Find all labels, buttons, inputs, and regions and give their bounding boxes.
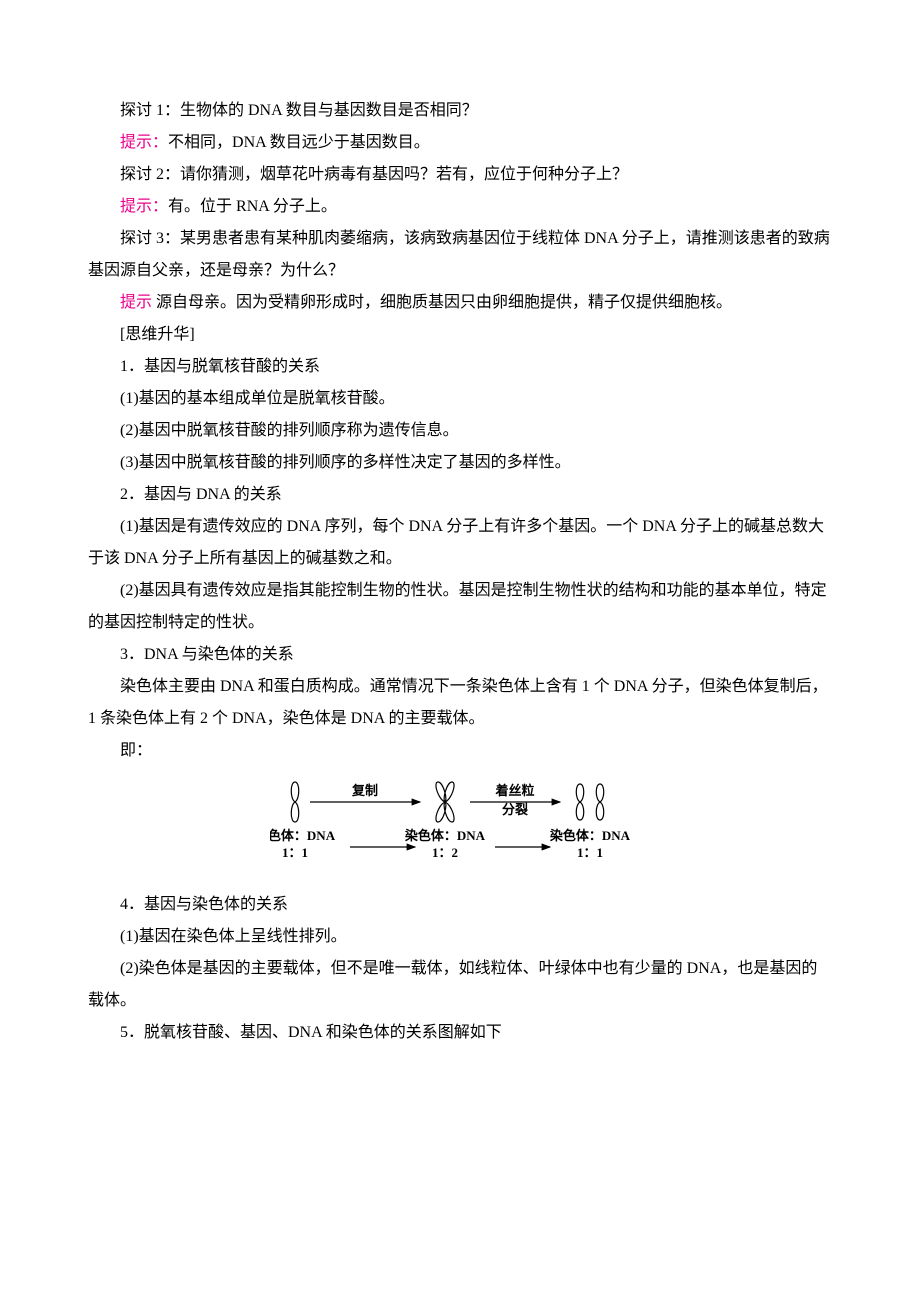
page-content: 探讨 1：生物体的 DNA 数目与基因数目是否相同？提示：不相同，DNA 数目远…: [0, 0, 920, 1109]
svg-text:着丝粒: 着丝粒: [494, 783, 534, 798]
paragraph: 提示 源自母亲。因为受精卵形成时，细胞质基因只由卵细胞提供，精子仅提供细胞核。: [88, 287, 832, 319]
paragraph: 提示：不相同，DNA 数目远少于基因数目。: [88, 127, 832, 159]
paragraph: (3)基因中脱氧核苷酸的排列顺序的多样性决定了基因的多样性。: [88, 447, 832, 479]
hint-label: 提示：: [120, 198, 168, 215]
paragraph: [思维升华]: [88, 319, 832, 351]
paragraph: (2)基因中脱氧核苷酸的排列顺序称为遗传信息。: [88, 415, 832, 447]
paragraph: (2)基因具有遗传效应是指其能控制生物的性状。基因是控制生物性状的结构和功能的基…: [88, 575, 832, 639]
svg-text:1：1: 1：1: [577, 845, 603, 860]
paragraph: (1)基因在染色体上呈线性排列。: [88, 921, 832, 953]
svg-text:分裂: 分裂: [502, 802, 529, 817]
svg-text:染色体：DNA: 染色体：DNA: [549, 828, 631, 843]
paragraph: (2)染色体是基因的主要载体，但不是唯一载体，如线粒体、叶绿体中也有少量的 DN…: [88, 953, 832, 1017]
svg-text:复制: 复制: [351, 783, 378, 798]
paragraph: 染色体主要由 DNA 和蛋白质构成。通常情况下一条染色体上含有 1 个 DNA …: [88, 671, 832, 735]
chromosome-dna-diagram: 复制 着丝粒分裂染色体：DNA 1：1 染色体：DNA 1：2 染色体：DNA 1：1: [88, 777, 832, 879]
paragraph: 3．DNA 与染色体的关系: [88, 639, 832, 671]
paragraph: 提示：有。位于 RNA 分子上。: [88, 191, 832, 223]
svg-text:1：1: 1：1: [282, 845, 308, 860]
paragraph: 探讨 2：请你猜测，烟草花叶病毒有基因吗？若有，应位于何种分子上？: [88, 159, 832, 191]
paragraph: 2．基因与 DNA 的关系: [88, 479, 832, 511]
hint-label: 提示: [120, 294, 152, 311]
svg-text:1：2: 1：2: [432, 845, 458, 860]
paragraph: (1)基因的基本组成单位是脱氧核苷酸。: [88, 383, 832, 415]
hint-label: 提示：: [120, 134, 168, 151]
svg-text:染色体：DNA: 染色体：DNA: [404, 828, 486, 843]
paragraph: 4．基因与染色体的关系: [88, 889, 832, 921]
paragraph: 1．基因与脱氧核苷酸的关系: [88, 351, 832, 383]
paragraph: (1)基因是有遗传效应的 DNA 序列，每个 DNA 分子上有许多个基因。一个 …: [88, 511, 832, 575]
paragraph: 探讨 3：某男患者患有某种肌肉萎缩病，该病致病基因位于线粒体 DNA 分子上，请…: [88, 223, 832, 287]
paragraph: 即：: [88, 735, 832, 767]
paragraph: 探讨 1：生物体的 DNA 数目与基因数目是否相同？: [88, 95, 832, 127]
svg-text:染色体：DNA: 染色体：DNA: [270, 828, 336, 843]
paragraph: 5．脱氧核苷酸、基因、DNA 和染色体的关系图解如下: [88, 1017, 832, 1049]
